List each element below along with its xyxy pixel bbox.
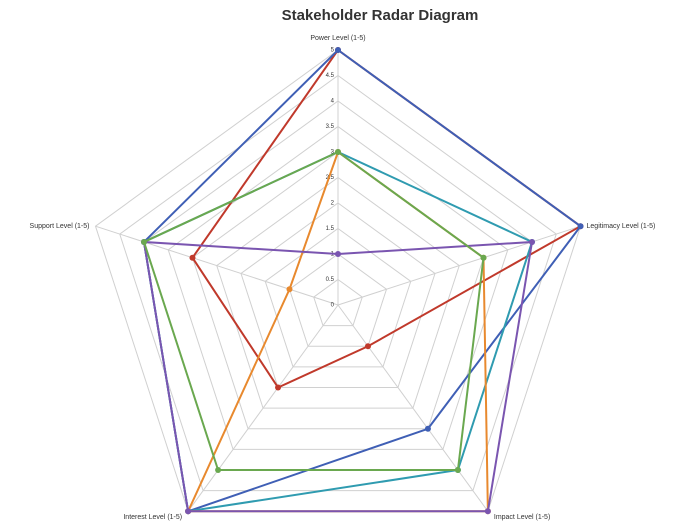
marker (185, 508, 192, 515)
marker (529, 238, 536, 245)
marker (364, 343, 371, 350)
grid-ring (313, 278, 363, 327)
marker (454, 467, 461, 474)
series-line (191, 48, 583, 389)
marker (215, 467, 222, 474)
axis-label: Power Level (1-5) (310, 35, 365, 42)
axis-label: Support Level (1-5) (30, 223, 90, 230)
r-tick-label: 4.5 (326, 73, 335, 79)
series-line (142, 150, 485, 472)
r-tick-label: 2.5 (326, 175, 335, 181)
marker (335, 149, 341, 155)
marker (335, 47, 341, 53)
marker (275, 384, 282, 391)
grid-ring (264, 227, 412, 368)
r-tick-label: 0.5 (326, 277, 335, 283)
r-tick-label: 2 (331, 201, 335, 207)
spoke (337, 225, 581, 306)
axis-label: Interest Level (1-5) (123, 514, 182, 521)
grid-ring (288, 253, 388, 347)
r-tick-label: 0 (331, 303, 335, 309)
chart-title: Stakeholder Radar Diagram (282, 7, 479, 24)
r-tick-label: 1.5 (326, 226, 335, 232)
spoke (337, 304, 489, 512)
grid-ring (119, 74, 557, 492)
r-tick-label: 3.5 (326, 124, 335, 130)
r-tick-label: 4 (331, 99, 335, 105)
marker (577, 223, 584, 230)
r-tick-label: 3 (331, 150, 335, 156)
grid-ring (167, 125, 509, 450)
marker (480, 254, 487, 261)
axis-label: Impact Level (1-5) (494, 514, 550, 521)
spoke (187, 304, 339, 512)
r-tick-label: 5 (331, 48, 335, 54)
marker (286, 286, 293, 293)
axis-label: Legitimacy Level (1-5) (587, 223, 656, 230)
series-line (142, 240, 534, 513)
marker (335, 251, 341, 257)
grid-ring (216, 176, 460, 409)
marker (140, 238, 147, 245)
marker (484, 508, 491, 515)
marker (189, 254, 196, 261)
marker (424, 425, 431, 432)
spoke (95, 225, 339, 306)
grid-ring (240, 202, 436, 389)
